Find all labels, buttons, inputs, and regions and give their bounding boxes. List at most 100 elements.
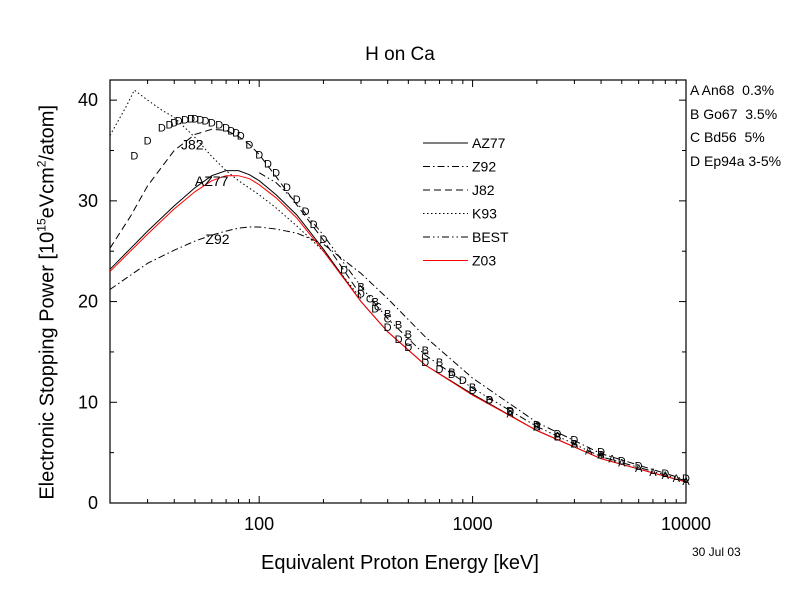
series-line-z03 bbox=[110, 175, 686, 483]
curve-labels: J82 AZ77 Z92 bbox=[181, 136, 230, 247]
series-line-j82 bbox=[110, 128, 362, 296]
marker-a: A bbox=[662, 470, 670, 482]
marker-b: B bbox=[395, 320, 402, 332]
marker-d: D bbox=[191, 113, 199, 125]
y-tick-label: 40 bbox=[78, 90, 98, 110]
curve-label-az77: AZ77 bbox=[195, 173, 229, 189]
reference-c: C Bd56 5% bbox=[690, 129, 765, 145]
y-tick-label: 0 bbox=[88, 493, 98, 513]
marker-b: B bbox=[506, 406, 513, 418]
marker-c: C bbox=[421, 351, 429, 363]
marker-b: B bbox=[597, 450, 604, 462]
marker-d: D bbox=[264, 159, 272, 171]
marker-d: D bbox=[340, 264, 348, 276]
marker-d: D bbox=[208, 117, 216, 129]
marker-d: D bbox=[384, 322, 392, 334]
legend-label-best: BEST bbox=[472, 229, 509, 245]
marker-b: B bbox=[405, 329, 412, 341]
plot-frame bbox=[109, 79, 687, 504]
marker-d: D bbox=[175, 115, 183, 127]
date-stamp: 30 Jul 03 bbox=[692, 545, 741, 559]
marker-d: D bbox=[302, 206, 310, 218]
marker-a: A bbox=[608, 454, 616, 466]
marker-c: C bbox=[366, 294, 374, 306]
chart-title: H on Ca bbox=[365, 44, 435, 65]
marker-d: D bbox=[436, 364, 444, 376]
marker-d: D bbox=[682, 473, 690, 485]
marker-d: D bbox=[506, 405, 514, 417]
marker-a: A bbox=[618, 458, 626, 470]
reference-list: A An68 0.3% B Go67 3.5% C Bd56 5% D Ep94… bbox=[690, 79, 781, 173]
marker-a: A bbox=[597, 450, 605, 462]
marker-d: D bbox=[166, 119, 174, 131]
marker-b: B bbox=[436, 357, 443, 369]
marker-d: D bbox=[570, 435, 578, 447]
marker-a: A bbox=[682, 476, 690, 488]
marker-d: D bbox=[661, 468, 669, 480]
marker-a: A bbox=[533, 421, 541, 433]
marker-d: D bbox=[459, 375, 467, 387]
reference-b: B Go67 3.5% bbox=[690, 105, 778, 122]
y-tick-label: 10 bbox=[78, 392, 98, 412]
marker-d: D bbox=[319, 234, 327, 246]
marker-d: D bbox=[215, 119, 223, 131]
marker-d: D bbox=[597, 447, 605, 459]
x-tick-label: 10000 bbox=[661, 514, 711, 534]
marker-d: D bbox=[404, 342, 412, 354]
legend-label-z03: Z03 bbox=[472, 253, 496, 269]
marker-b: B bbox=[384, 309, 391, 321]
marker-b: B bbox=[357, 281, 364, 293]
marker-b: B bbox=[372, 297, 379, 309]
marker-c: C bbox=[404, 337, 412, 349]
curve-label-j82: J82 bbox=[181, 136, 204, 152]
legend-label-z92: Z92 bbox=[472, 159, 496, 175]
marker-d: D bbox=[187, 113, 195, 125]
x-tick-label: 100 bbox=[244, 514, 274, 534]
axis-ticks: 100 1000 10000 0 10 20 30 40 bbox=[78, 80, 711, 534]
marker-a: A bbox=[673, 473, 681, 485]
marker-d: D bbox=[255, 150, 263, 162]
marker-d: D bbox=[533, 419, 541, 431]
marker-d: D bbox=[144, 135, 152, 147]
marker-d: D bbox=[635, 461, 643, 473]
marker-c: C bbox=[374, 302, 382, 314]
marker-d: D bbox=[158, 122, 166, 134]
marker-d: D bbox=[222, 122, 230, 134]
marker-d: D bbox=[181, 114, 189, 126]
series-line-best bbox=[258, 172, 686, 482]
marker-b: B bbox=[448, 367, 455, 379]
marker-d: D bbox=[227, 125, 235, 137]
marker-d: D bbox=[196, 114, 204, 126]
x-tick-label: 1000 bbox=[453, 514, 493, 534]
marker-d: D bbox=[486, 394, 494, 406]
marker-d: D bbox=[272, 168, 280, 180]
marker-b: B bbox=[486, 394, 493, 406]
legend: AZ77 Z92 J82 K93 BEST Z03 bbox=[423, 135, 509, 269]
marker-a: A bbox=[554, 431, 562, 443]
marker-b: B bbox=[571, 439, 578, 451]
marker-b: B bbox=[554, 432, 561, 444]
marker-d: D bbox=[130, 151, 138, 163]
curve-label-z92: Z92 bbox=[205, 231, 229, 247]
x-axis-label: Equivalent Proton Energy [keV] bbox=[261, 552, 539, 574]
legend-label-k93: K93 bbox=[472, 206, 497, 222]
legend-label-az77: AZ77 bbox=[472, 135, 506, 151]
series-line-k93 bbox=[110, 89, 362, 299]
marker-d: D bbox=[421, 357, 429, 369]
marker-a: A bbox=[585, 446, 593, 458]
y-axis-label: Electronic Stopping Power [1015eVcm2/ato… bbox=[34, 104, 59, 500]
legend-label-j82: J82 bbox=[472, 182, 495, 198]
marker-d: D bbox=[232, 127, 240, 139]
marker-d: D bbox=[554, 429, 562, 441]
marker-d: D bbox=[283, 182, 291, 194]
y-tick-label: 20 bbox=[78, 292, 98, 312]
marker-d: D bbox=[310, 219, 318, 231]
marker-d: D bbox=[469, 385, 477, 397]
marker-c: C bbox=[384, 314, 392, 326]
marker-d: D bbox=[170, 117, 178, 129]
marker-b: B bbox=[469, 382, 476, 394]
series-line-z92 bbox=[110, 226, 686, 481]
marker-d: D bbox=[201, 115, 209, 127]
